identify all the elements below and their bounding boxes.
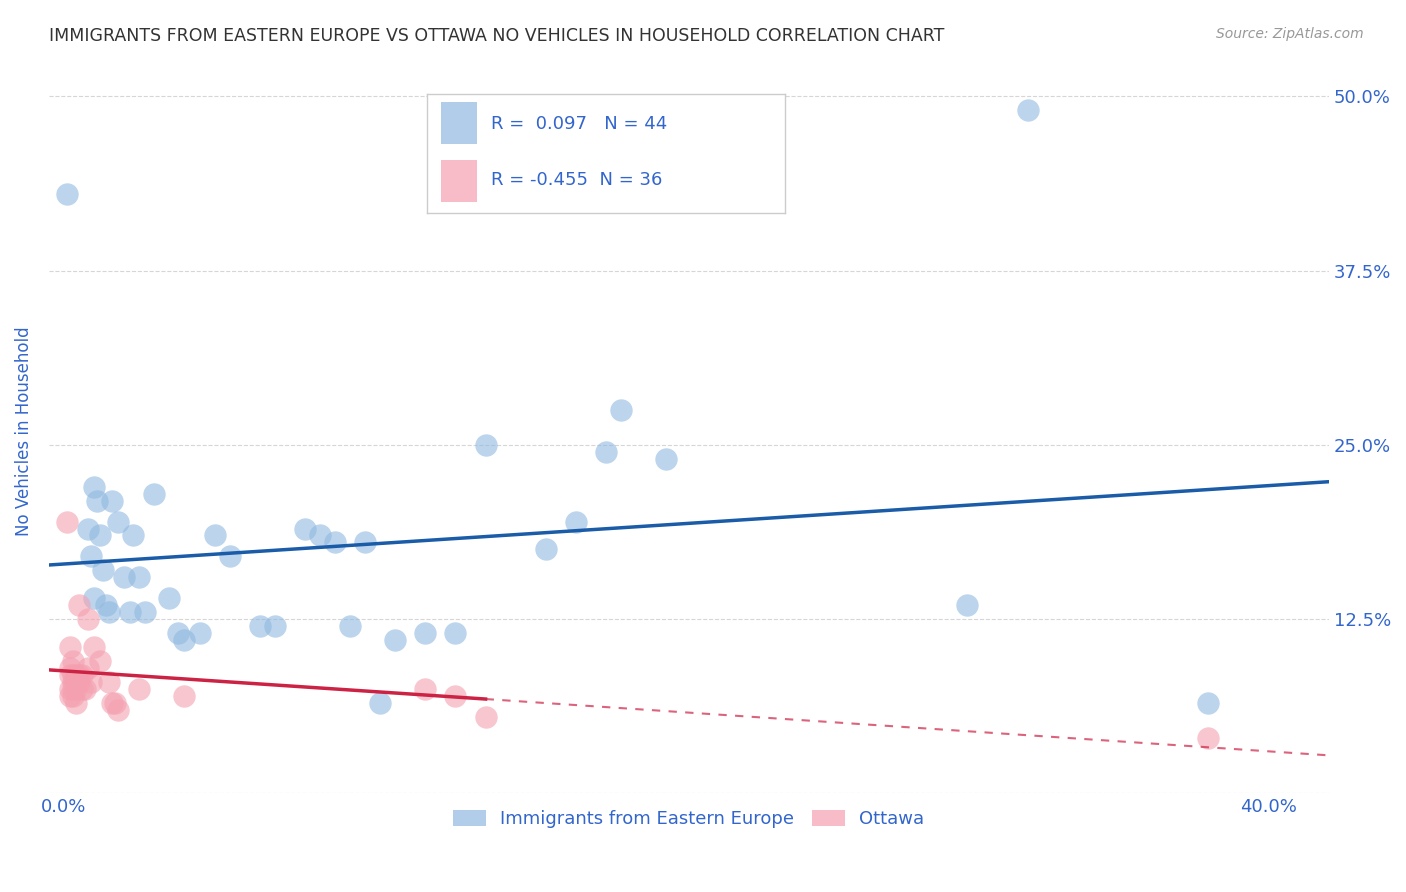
Point bbox=[101, 493, 124, 508]
Point bbox=[83, 640, 105, 654]
Point bbox=[98, 674, 121, 689]
Point bbox=[62, 681, 84, 696]
Point bbox=[56, 186, 79, 201]
Point bbox=[62, 689, 84, 703]
Point bbox=[134, 605, 156, 619]
Point bbox=[1197, 696, 1219, 710]
Point bbox=[83, 480, 105, 494]
Point bbox=[173, 689, 195, 703]
Point bbox=[56, 515, 79, 529]
Point bbox=[65, 668, 87, 682]
Point bbox=[67, 674, 90, 689]
Point bbox=[70, 668, 93, 682]
Point bbox=[59, 661, 82, 675]
Point bbox=[62, 654, 84, 668]
Point bbox=[59, 681, 82, 696]
Point bbox=[1017, 103, 1039, 118]
Point bbox=[89, 528, 111, 542]
Point bbox=[98, 605, 121, 619]
Legend: Immigrants from Eastern Europe, Ottawa: Immigrants from Eastern Europe, Ottawa bbox=[446, 802, 932, 835]
Point bbox=[101, 696, 124, 710]
Point bbox=[655, 451, 678, 466]
Point bbox=[415, 626, 437, 640]
Point bbox=[204, 528, 226, 542]
Point bbox=[59, 668, 82, 682]
Point bbox=[167, 626, 190, 640]
Point bbox=[65, 696, 87, 710]
Point bbox=[143, 486, 166, 500]
Point bbox=[67, 668, 90, 682]
Point bbox=[83, 591, 105, 606]
Point bbox=[128, 681, 150, 696]
Point bbox=[89, 654, 111, 668]
Y-axis label: No Vehicles in Household: No Vehicles in Household bbox=[15, 326, 32, 536]
Point bbox=[1197, 731, 1219, 745]
Point bbox=[70, 681, 93, 696]
Point bbox=[188, 626, 211, 640]
Point bbox=[956, 598, 979, 612]
Point bbox=[80, 674, 103, 689]
Point bbox=[107, 703, 129, 717]
Point bbox=[96, 598, 118, 612]
Point bbox=[65, 674, 87, 689]
Point bbox=[610, 403, 633, 417]
Point bbox=[104, 696, 127, 710]
Point bbox=[415, 681, 437, 696]
Point bbox=[263, 619, 285, 633]
Point bbox=[128, 570, 150, 584]
Point bbox=[122, 528, 145, 542]
Point bbox=[107, 515, 129, 529]
Point bbox=[75, 681, 97, 696]
Text: Source: ZipAtlas.com: Source: ZipAtlas.com bbox=[1216, 27, 1364, 41]
Point bbox=[368, 696, 391, 710]
Point bbox=[65, 681, 87, 696]
Point bbox=[120, 605, 142, 619]
Point bbox=[77, 521, 100, 535]
Point bbox=[77, 661, 100, 675]
Point bbox=[444, 689, 467, 703]
Point bbox=[384, 633, 406, 648]
Text: IMMIGRANTS FROM EASTERN EUROPE VS OTTAWA NO VEHICLES IN HOUSEHOLD CORRELATION CH: IMMIGRANTS FROM EASTERN EUROPE VS OTTAWA… bbox=[49, 27, 945, 45]
Point bbox=[474, 709, 496, 723]
Point bbox=[67, 598, 90, 612]
Point bbox=[309, 528, 332, 542]
Point bbox=[595, 445, 617, 459]
Point bbox=[77, 612, 100, 626]
Point bbox=[218, 549, 240, 564]
Point bbox=[565, 515, 588, 529]
Point bbox=[354, 535, 377, 549]
Point bbox=[159, 591, 181, 606]
Point bbox=[86, 493, 108, 508]
Point bbox=[59, 689, 82, 703]
Point bbox=[534, 542, 557, 557]
Point bbox=[91, 563, 114, 577]
Point bbox=[80, 549, 103, 564]
Point bbox=[62, 674, 84, 689]
Point bbox=[339, 619, 361, 633]
Point bbox=[62, 668, 84, 682]
Point bbox=[444, 626, 467, 640]
Point bbox=[249, 619, 271, 633]
Point bbox=[323, 535, 346, 549]
Point bbox=[59, 640, 82, 654]
Point bbox=[474, 438, 496, 452]
Point bbox=[112, 570, 135, 584]
Point bbox=[173, 633, 195, 648]
Point bbox=[294, 521, 316, 535]
